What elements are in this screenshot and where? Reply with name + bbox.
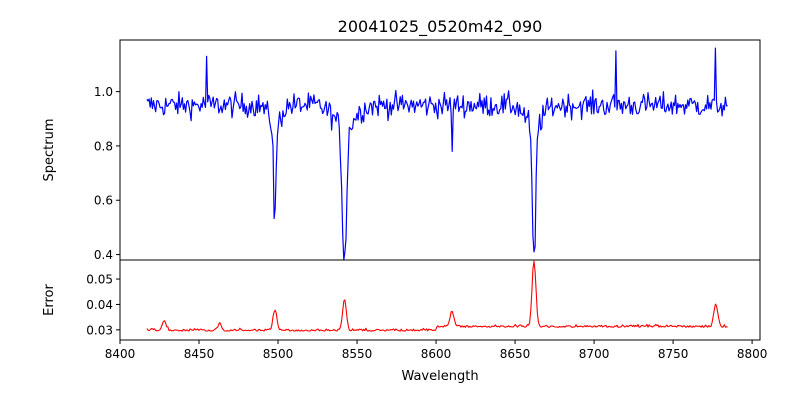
chart-title: 20041025_0520m42_090 <box>338 17 543 37</box>
error-y-tick-label: 0.05 <box>86 273 113 287</box>
error-x-ticks: 8400 8450 8500 8550 8600 8650 8700 8750 8800 <box>105 340 768 361</box>
x-tick-label: 8400 <box>105 347 136 361</box>
error-panel: 0.03 0.04 0.05 8400 8450 8500 8550 8600 8650 870… <box>42 259 768 384</box>
spectrum-plot-area <box>120 40 760 260</box>
x-tick-label: 8700 <box>579 347 610 361</box>
x-tick-label: 8800 <box>737 347 768 361</box>
spectrum-y-tick-label: 0.4 <box>94 248 113 262</box>
error-y-ticks: 0.03 0.04 0.05 <box>86 273 120 337</box>
x-tick-label: 8550 <box>342 347 373 361</box>
error-series-line <box>146 260 728 332</box>
spectrum-y-tick-label: 0.6 <box>94 194 113 208</box>
x-tick-label: 8450 <box>184 347 215 361</box>
error-y-tick-label: 0.03 <box>86 323 113 337</box>
spectrum-y-tick-label: 1.0 <box>94 85 113 99</box>
x-tick-label: 8750 <box>658 347 689 361</box>
x-tick-label: 8650 <box>500 347 531 361</box>
x-axis-label: Wavelength <box>401 369 478 384</box>
spectrum-panel: 0.4 0.6 0.8 1.0 Spectrum <box>42 39 761 262</box>
x-tick-label: 8500 <box>263 347 294 361</box>
error-y-tick-label: 0.04 <box>86 298 113 312</box>
x-tick-label: 8600 <box>421 347 452 361</box>
spectrum-y-tick-label: 0.8 <box>94 139 113 153</box>
spectrum-y-ticks: 0.4 0.6 0.8 1.0 <box>94 85 120 262</box>
error-y-axis-label: Error <box>42 284 57 316</box>
spectrum-series-line <box>146 47 728 261</box>
spectrum-y-axis-label: Spectrum <box>42 119 57 182</box>
error-plot-frame <box>119 259 761 341</box>
